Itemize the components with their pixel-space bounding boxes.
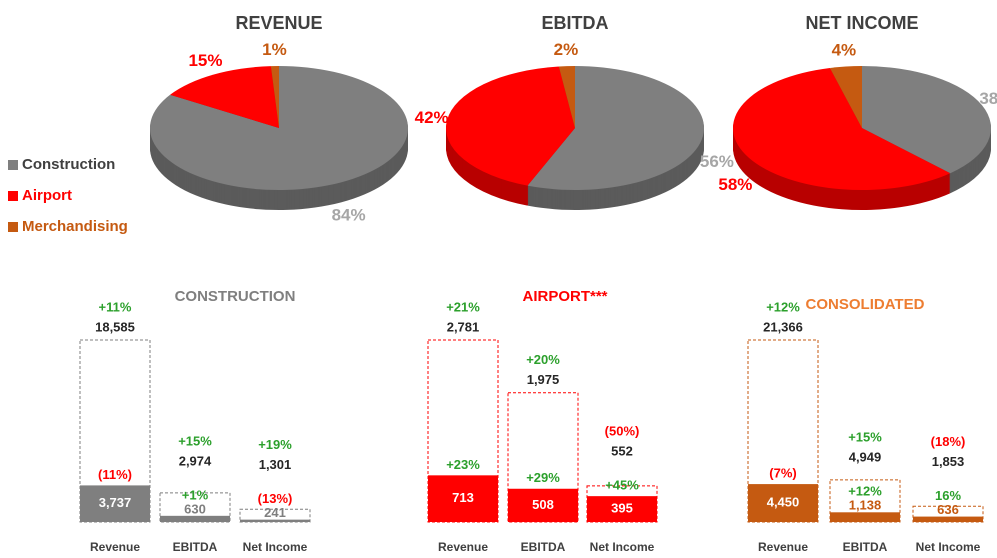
bar-segment-label: 241 [264, 505, 286, 520]
bar-segment-growth: (7%) [769, 466, 796, 481]
bar-title: CONSTRUCTION [175, 288, 296, 305]
bar-total-growth: (50%) [605, 424, 640, 439]
bar-segment [587, 496, 657, 522]
bar-total-growth: +11% [99, 299, 132, 314]
legend-label: Merchandising [22, 218, 128, 235]
x-tick-label: Net Income [590, 540, 655, 554]
pie-label: 2% [554, 40, 579, 59]
bar-segment-label: 630 [184, 501, 206, 516]
legend-swatch [8, 222, 18, 232]
bar-segment-growth: (11%) [98, 467, 132, 482]
bar-segment-growth: (13%) [258, 491, 293, 506]
pie-title: NET INCOME [805, 13, 918, 33]
bar-total-label: 21,366 [763, 319, 803, 334]
bar-segment-label: 395 [611, 501, 633, 516]
bar-total-label: 1,975 [527, 372, 560, 387]
bar-total-growth: +20% [526, 352, 560, 367]
pie-slice [270, 66, 279, 128]
bar-segment-label: 713 [452, 490, 474, 505]
bar-segment-growth: +29% [526, 470, 560, 485]
bar-total-growth: +19% [258, 437, 292, 452]
legend-swatch [8, 191, 18, 201]
bar-total-label: 2,781 [447, 319, 480, 334]
pie-label: 42% [415, 108, 449, 127]
pie-slice [150, 66, 409, 190]
x-tick-label: EBITDA [843, 540, 888, 554]
pie-slice [733, 67, 951, 190]
pie-label: 1% [262, 40, 287, 59]
bar-segment [160, 515, 230, 522]
pie-slice [445, 66, 575, 186]
pie-label: 38% [979, 89, 997, 108]
x-tick-label: Revenue [438, 540, 488, 554]
bar-total-label: 1,301 [259, 457, 292, 472]
bar-segment-growth: +1% [182, 487, 209, 502]
bar-total-growth: +15% [178, 433, 212, 448]
legend-label: Construction [22, 156, 115, 173]
bar-total-growth: +21% [446, 299, 480, 314]
pie-title: REVENUE [235, 13, 322, 33]
bar-title: AIRPORT*** [522, 288, 607, 305]
bar-segment-label: 636 [937, 502, 959, 517]
bar-total-growth: (18%) [931, 434, 966, 449]
pie-label: 15% [188, 51, 222, 70]
x-tick-label: Net Income [916, 540, 981, 554]
bar-total-growth: +15% [848, 430, 882, 445]
pie-label: 84% [332, 205, 366, 224]
bar-segment [80, 485, 150, 522]
pie-label: 4% [832, 41, 857, 60]
bar-segment [240, 519, 310, 522]
legend-swatch [8, 160, 18, 170]
pie-slice [527, 66, 704, 190]
bar-total-label: 1,853 [932, 454, 965, 469]
bar-segment-growth: +12% [848, 484, 882, 499]
pie-label: 56% [700, 152, 734, 171]
bar-total-label: 552 [611, 444, 633, 459]
x-tick-label: Revenue [90, 540, 140, 554]
pie-title: EBITDA [542, 13, 609, 33]
bar-segment-label: 1,138 [849, 498, 882, 513]
bar-total-growth: +12% [766, 299, 800, 314]
bar-total-label: 2,974 [179, 453, 212, 468]
bar-segment [748, 484, 818, 522]
bar-title: CONSOLIDATED [806, 296, 925, 313]
bar-segment-label: 3,737 [99, 495, 132, 510]
bar-segment [830, 512, 900, 522]
legend-label: Airport [22, 187, 72, 204]
bar-total-label: 18,585 [95, 319, 135, 334]
pie-slice [829, 66, 862, 128]
bar-segment-label: 508 [532, 497, 554, 512]
pie-label: 58% [718, 175, 752, 194]
pie-slice [558, 66, 575, 128]
x-tick-label: Revenue [758, 540, 808, 554]
bar-segment-growth: 16% [935, 488, 961, 503]
bar-total [507, 392, 579, 523]
bar-segment-growth: +23% [446, 457, 480, 472]
pie-slice [170, 66, 279, 128]
bar-segment-growth: +45% [605, 478, 639, 493]
x-tick-label: Net Income [243, 540, 308, 554]
bar-segment-label: 4,450 [767, 494, 800, 509]
bar-segment [428, 475, 498, 522]
bar-segment [913, 516, 983, 522]
bar-total [159, 492, 231, 523]
x-tick-label: EBITDA [173, 540, 218, 554]
bar-total-label: 4,949 [849, 450, 882, 465]
bar-segment [508, 488, 578, 522]
pie-slice [862, 66, 992, 174]
x-tick-label: EBITDA [521, 540, 566, 554]
